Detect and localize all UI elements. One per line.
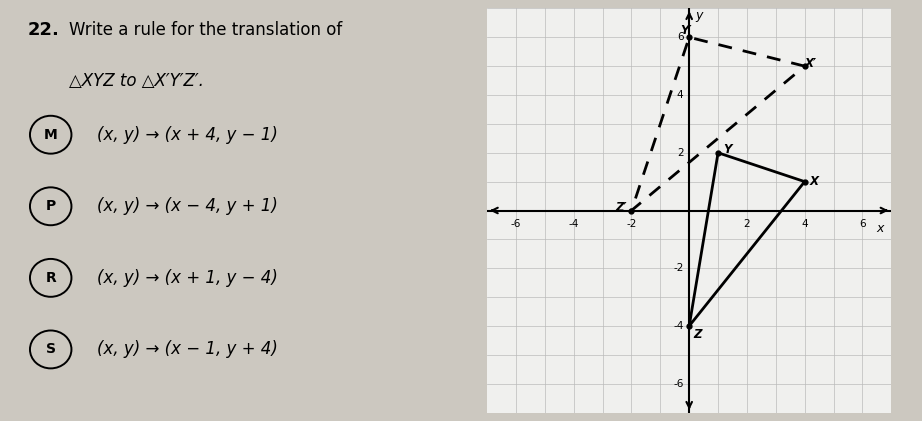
Text: -4: -4 [673, 321, 683, 331]
Text: Z: Z [693, 328, 702, 341]
Text: (x, y) → (x − 4, y + 1): (x, y) → (x − 4, y + 1) [97, 197, 278, 215]
Text: 6: 6 [677, 32, 683, 42]
Text: (x, y) → (x − 1, y + 4): (x, y) → (x − 1, y + 4) [97, 341, 278, 358]
Text: 2: 2 [677, 148, 683, 158]
Text: R: R [45, 271, 56, 285]
Text: y: y [695, 9, 703, 22]
Text: S: S [46, 342, 55, 357]
Text: 4: 4 [801, 219, 808, 229]
Text: (x, y) → (x + 1, y − 4): (x, y) → (x + 1, y − 4) [97, 269, 278, 287]
Text: P: P [45, 199, 56, 213]
Text: Z′: Z′ [616, 201, 627, 214]
Text: -4: -4 [569, 219, 579, 229]
Text: 6: 6 [859, 219, 866, 229]
Text: Y′: Y′ [680, 24, 692, 37]
Text: △XYZ to △X′Y′Z′.: △XYZ to △X′Y′Z′. [69, 72, 204, 90]
Text: -6: -6 [511, 219, 521, 229]
Text: -6: -6 [673, 379, 683, 389]
Text: x: x [876, 222, 883, 235]
Text: X: X [810, 175, 819, 188]
Text: Y: Y [723, 144, 732, 156]
Text: 22.: 22. [28, 21, 60, 39]
Text: X′: X′ [804, 57, 817, 70]
Text: 2: 2 [744, 219, 751, 229]
Text: (x, y) → (x + 4, y − 1): (x, y) → (x + 4, y − 1) [97, 126, 278, 144]
Text: Write a rule for the translation of: Write a rule for the translation of [69, 21, 342, 39]
Text: 4: 4 [677, 90, 683, 100]
Text: M: M [44, 128, 57, 142]
Text: -2: -2 [673, 263, 683, 273]
Text: -2: -2 [626, 219, 637, 229]
